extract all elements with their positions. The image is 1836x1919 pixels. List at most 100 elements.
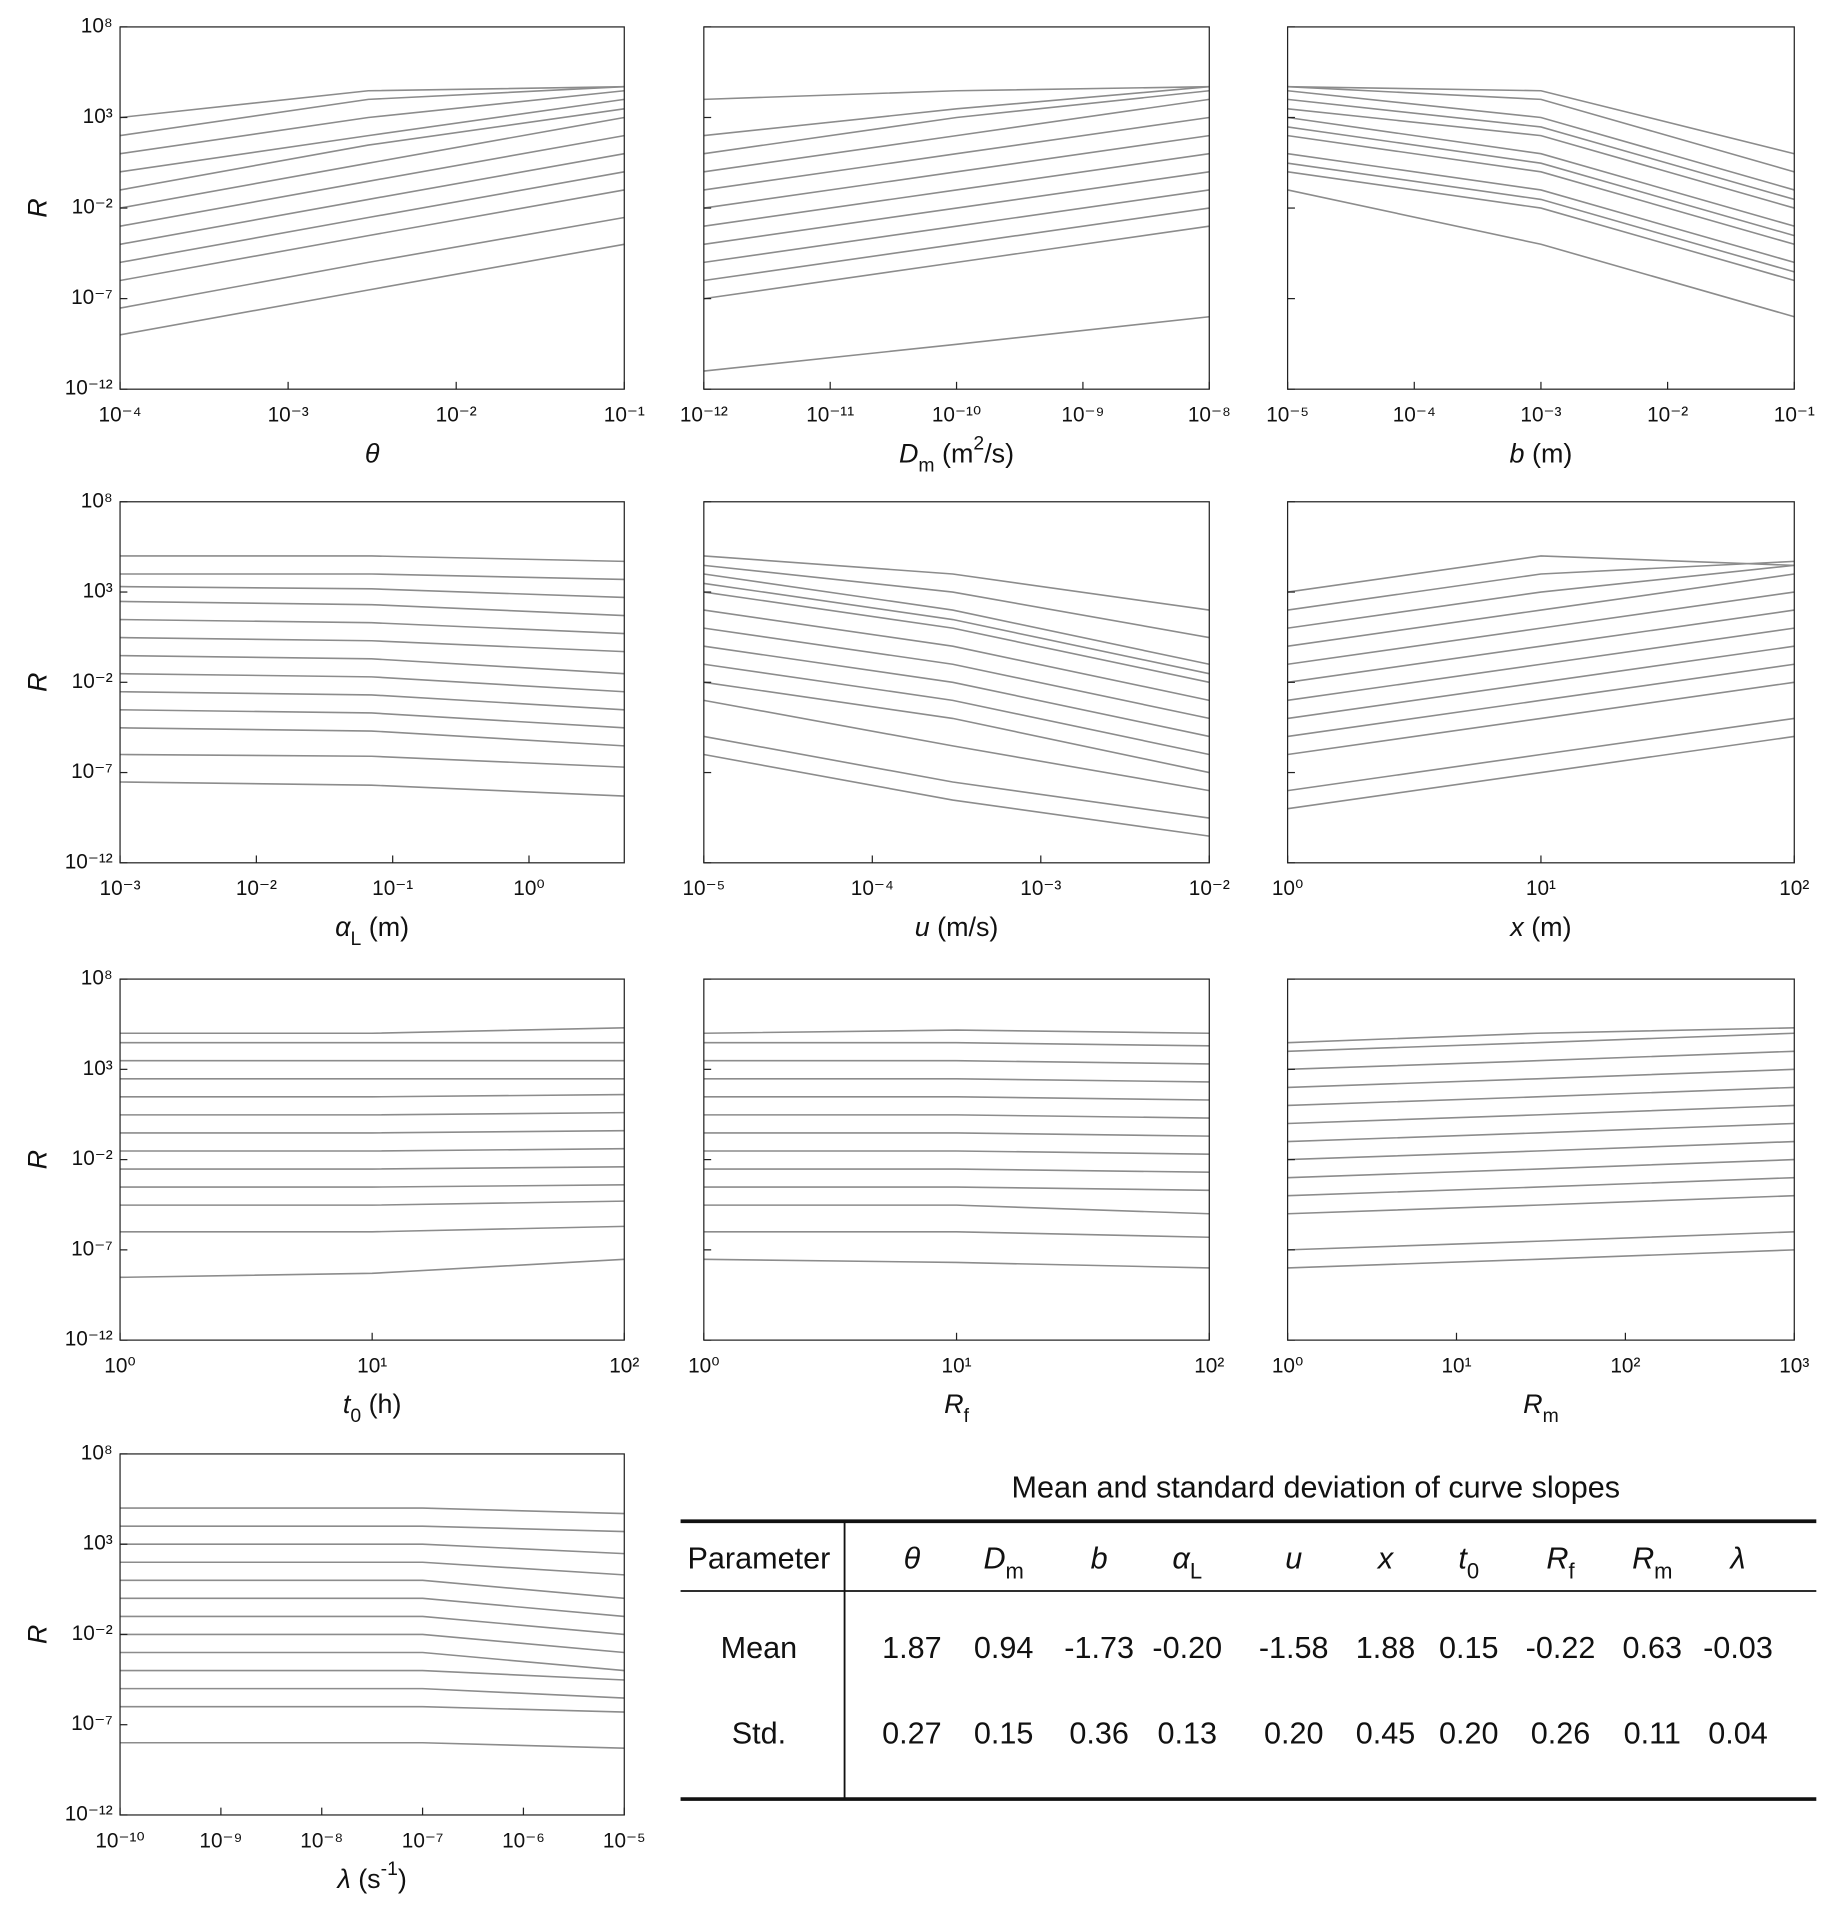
curve [120,1669,625,1681]
curve [703,189,1210,264]
y-axis-label: R [22,198,52,217]
curve [120,171,625,264]
plot-lines [120,1507,625,1749]
curve [1287,555,1795,593]
x-axis-label: x (m) [1508,912,1571,942]
x-tick-label: 10⁻⁵ [682,877,725,900]
curve [120,672,625,693]
label-part: b [1091,1541,1108,1575]
curve [703,1096,1210,1101]
curve [1287,564,1795,629]
x-tick-label: 10⁻¹² [680,404,728,427]
curve [703,1059,1210,1065]
label-part: R [22,1150,52,1169]
curve [120,1615,625,1636]
curve [1287,1032,1795,1053]
x-tick-label: 10⁻⁷ [402,1829,444,1852]
curve [1287,1086,1795,1107]
x-tick-label: 10² [1610,1355,1640,1378]
label-part: t [1458,1541,1468,1575]
table-header: Rf [1546,1541,1575,1583]
x-tick-label: 10⁰ [513,877,544,900]
table-cell: 0.11 [1624,1717,1681,1751]
curve [1287,1231,1795,1251]
curve [1287,171,1795,282]
y-tick-label: 10⁻⁷ [71,1712,113,1735]
curve [120,85,625,119]
curve [120,98,625,173]
plot-lines [1287,85,1795,318]
curve [703,1186,1210,1192]
x-tick-label: 10⁻⁵ [1266,404,1309,427]
curve [1287,1140,1795,1161]
curve [120,600,625,617]
curve [703,582,1210,675]
table-cell: 0.26 [1531,1717,1591,1751]
x-axis-label: θ [365,438,380,468]
curve [703,663,1210,756]
curve [703,1231,1210,1239]
curve [120,1687,625,1699]
curve [703,753,1210,837]
y-axis-label: R [22,673,52,692]
x-axis-label: Rf [944,1389,969,1427]
x-tick-label: 10⁻² [1189,877,1230,900]
table-header: t0 [1458,1541,1479,1583]
x-tick-label: 10⁰ [688,1355,719,1378]
plot-lines [120,1027,625,1279]
label-part: Parameter [688,1541,831,1575]
curve [120,654,625,675]
label-part: θ [365,438,380,468]
curve [120,1579,625,1600]
curve [1287,1122,1795,1143]
x-tick-label: 10⁻³ [268,404,309,427]
y-tick-label: 10⁸ [81,14,113,37]
label-part: t [343,1389,352,1419]
curve [120,708,625,729]
table-header: Parameter [688,1541,831,1575]
x-axis-label: u (m/s) [915,912,999,942]
table-header: λ [1728,1541,1745,1575]
curve [120,1111,625,1116]
x-tick-label: 10¹ [357,1355,387,1378]
x-tick-label: 10⁻¹ [1774,404,1815,427]
label-part: R [1546,1541,1568,1575]
x-tick-label: 10⁻⁹ [1061,404,1104,427]
table-header: Rm [1632,1541,1672,1583]
label-part: λ [335,1864,350,1894]
curve [120,1651,625,1672]
y-tick-label: 10³ [83,580,113,603]
y-tick-label: 10⁻⁷ [71,286,113,309]
label-part: (m/s) [930,912,999,942]
curve [703,134,1210,209]
table-cell: 0.63 [1623,1631,1683,1665]
curve [1287,1050,1795,1071]
curve [120,1147,625,1152]
curve [703,1029,1210,1035]
curve [120,1200,625,1206]
y-tick-label: 10³ [83,1532,113,1555]
x-tick-label: 10⁻⁵ [603,1829,646,1852]
plot-lines [703,1029,1210,1269]
table-header: x [1376,1541,1395,1575]
x-axis-label: αL (m) [335,912,409,950]
curve [703,89,1210,155]
table-cell: 0.36 [1069,1717,1129,1751]
y-tick-label: 10⁻⁷ [71,760,113,783]
table-header: u [1285,1541,1302,1575]
curve [120,690,625,711]
plot-lines [703,85,1210,372]
curve [703,555,1210,611]
curve [120,753,625,768]
curve [703,225,1210,300]
table-header: αL [1172,1541,1202,1583]
label-part: R [22,198,52,217]
curve [703,609,1210,702]
x-tick-label: 10⁰ [1272,1355,1303,1378]
label-part: m [918,454,934,476]
x-tick-label: 10⁻⁴ [851,877,894,900]
label-part: 0 [350,1405,361,1427]
x-tick-label: 10⁻² [236,877,277,900]
label-part: b [1510,438,1525,468]
curve [703,645,1210,738]
